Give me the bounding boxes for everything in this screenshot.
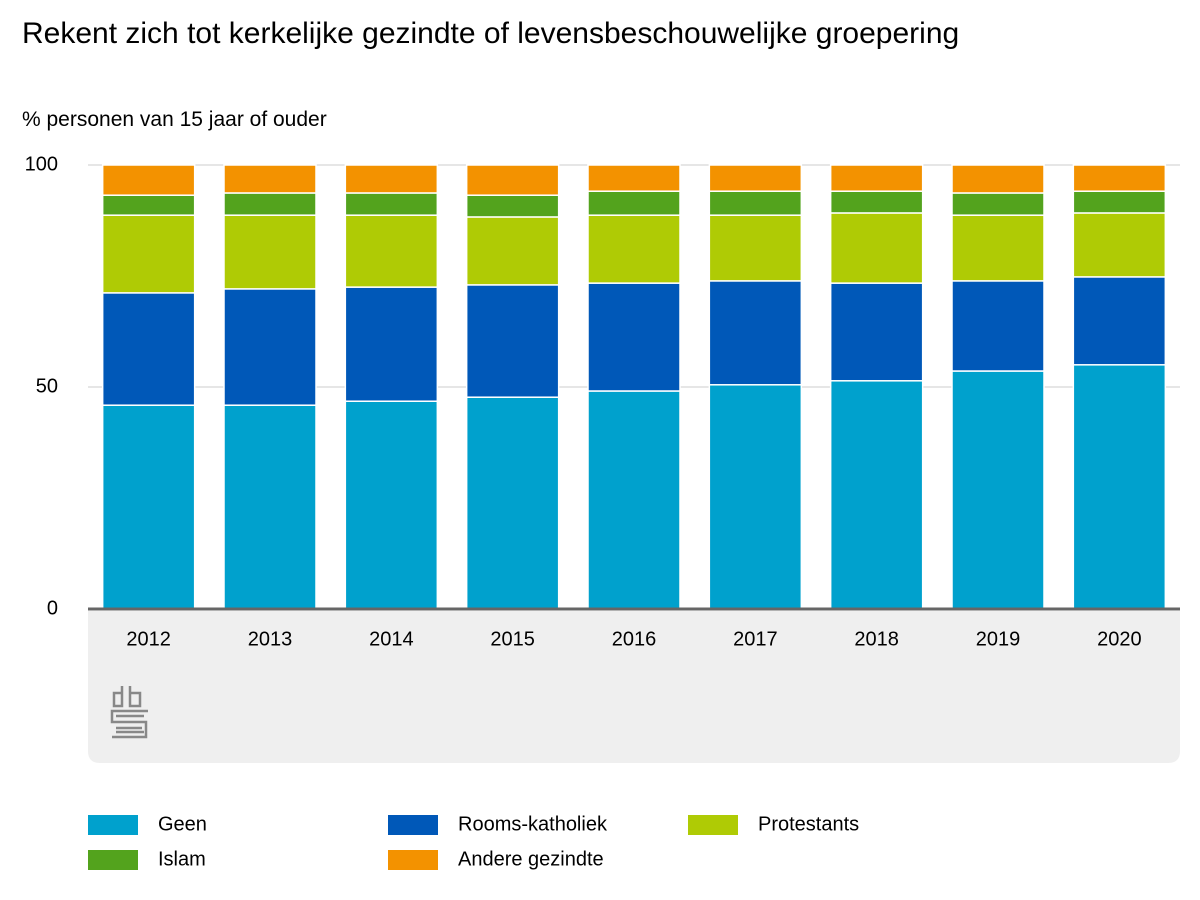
legend-swatch xyxy=(388,815,438,835)
legend-label: Protestants xyxy=(758,813,859,835)
legend-label: Geen xyxy=(158,813,207,835)
bar-segment xyxy=(587,214,681,284)
legend-swatch xyxy=(388,850,438,870)
x-tick-label: 2013 xyxy=(248,628,293,650)
bar-segment xyxy=(951,214,1045,282)
y-tick-label: 0 xyxy=(47,597,58,619)
x-tick-label: 2014 xyxy=(369,628,414,650)
bar-segment xyxy=(344,214,439,288)
bar-segment xyxy=(587,164,681,192)
bar-segment xyxy=(829,380,924,610)
bar-segment xyxy=(829,190,924,214)
bar-segment xyxy=(587,390,681,610)
cbs-logo xyxy=(110,686,148,739)
x-tick-label: 2015 xyxy=(490,628,535,650)
x-tick-label: 2017 xyxy=(733,628,778,650)
y-tick-label: 100 xyxy=(25,153,58,175)
bar-segment xyxy=(223,214,317,290)
bar-segment xyxy=(1072,276,1167,366)
bar-segment xyxy=(465,284,560,398)
bar-segment xyxy=(1072,164,1167,192)
bar-segment xyxy=(223,164,317,194)
chart-subtitle: % personen van 15 jaar of ouder xyxy=(22,108,327,131)
bar-segment xyxy=(344,400,439,610)
bar-segment xyxy=(1072,364,1167,610)
legend-label: Andere gezindte xyxy=(458,848,604,870)
legend-swatch xyxy=(88,850,138,870)
bar-segment xyxy=(708,214,803,282)
y-tick-label: 50 xyxy=(36,375,58,397)
bar-segment xyxy=(587,190,681,216)
x-tick-label: 2018 xyxy=(854,628,899,650)
x-tick-label: 2020 xyxy=(1097,628,1142,650)
bar-segment xyxy=(101,164,196,196)
bar-segment xyxy=(708,384,803,610)
x-tick-label: 2016 xyxy=(612,628,657,650)
bar-segment xyxy=(101,194,196,216)
legend-label: Islam xyxy=(158,848,206,870)
bar-segment xyxy=(101,292,196,406)
bar-segment xyxy=(465,216,560,286)
axis-panel xyxy=(88,611,1180,763)
bar-segment xyxy=(465,164,560,196)
bar-segment xyxy=(344,286,439,402)
bar-segment xyxy=(951,280,1045,372)
legend-label: Rooms-katholiek xyxy=(458,813,608,835)
bar-segment xyxy=(223,288,317,406)
bar-segment xyxy=(465,194,560,218)
bar-segment xyxy=(344,164,439,194)
bar-segment xyxy=(101,404,196,610)
bar-segment xyxy=(829,212,924,284)
bar-segment xyxy=(829,164,924,192)
bar-segment xyxy=(223,404,317,610)
bar-segment xyxy=(951,370,1045,610)
bar-segment xyxy=(951,192,1045,216)
legend-swatch xyxy=(88,815,138,835)
bar-segment xyxy=(1072,212,1167,278)
chart-title: Rekent zich tot kerkelijke gezindte of l… xyxy=(22,17,960,50)
bar-segment xyxy=(951,164,1045,194)
bar-segment xyxy=(587,282,681,392)
bar-segment xyxy=(101,214,196,294)
x-tick-label: 2012 xyxy=(126,628,171,650)
legend-swatch xyxy=(688,815,738,835)
bar-segment xyxy=(465,396,560,610)
bar-segment xyxy=(708,164,803,192)
bar-segment xyxy=(1072,190,1167,214)
bar-segment xyxy=(708,190,803,216)
bar-segment xyxy=(708,280,803,386)
bar-segment xyxy=(344,192,439,216)
x-tick-label: 2019 xyxy=(976,628,1021,650)
bar-segment xyxy=(829,282,924,382)
bar-segment xyxy=(223,192,317,216)
